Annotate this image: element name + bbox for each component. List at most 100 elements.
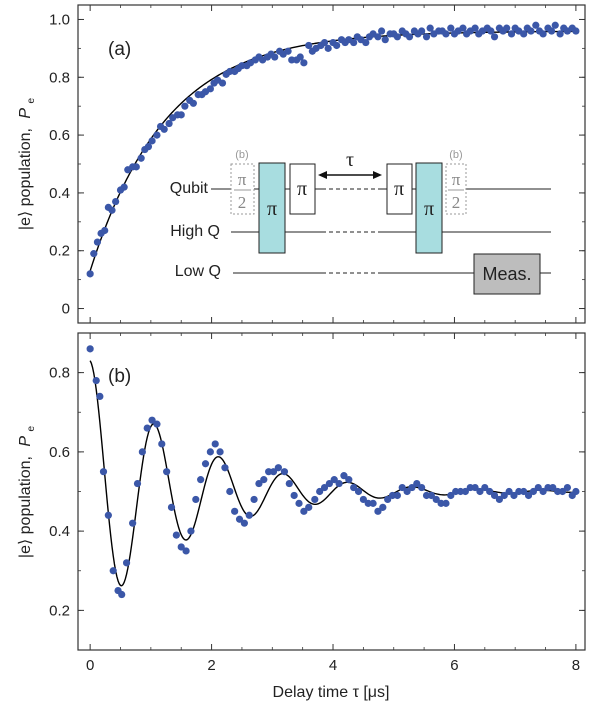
- data-point: [320, 483, 329, 492]
- data-point: [524, 491, 533, 500]
- data-point: [572, 487, 580, 496]
- data-point: [487, 27, 495, 35]
- panel-b-ylabel-sub: e: [26, 425, 37, 431]
- data-point: [133, 479, 142, 488]
- data-point: [556, 30, 564, 38]
- data-point: [177, 111, 185, 119]
- data-point: [527, 27, 535, 35]
- data-point: [320, 38, 329, 47]
- data-point: [206, 85, 214, 93]
- data-point: [260, 476, 268, 484]
- pulse-sequence-inset: Qubit High Q Low Q: [170, 149, 551, 295]
- data-point: [374, 33, 382, 41]
- data-point: [226, 487, 234, 496]
- qubit-pi-1-label: π: [297, 178, 307, 200]
- data-point: [377, 27, 386, 35]
- left-half-pi-den: 2: [238, 193, 247, 212]
- data-point: [330, 476, 338, 484]
- panel-b-xticks: 0 2 4 6 8: [86, 333, 580, 674]
- row-label-high-q: High Q: [170, 223, 220, 240]
- data-point: [231, 507, 239, 515]
- data-point: [447, 491, 455, 500]
- data-point: [486, 487, 494, 496]
- data-point: [271, 53, 279, 61]
- data-point: [426, 24, 434, 32]
- data-point: [163, 468, 171, 476]
- data-point: [101, 226, 109, 235]
- y-tick-label: 0.8: [49, 365, 70, 382]
- data-point: [534, 483, 542, 492]
- panel-a: 0 0.2 0.4 0.6 0.8 1.0 (a) |e⟩ population, P e…: [17, 4, 586, 324]
- data-point: [201, 460, 210, 468]
- data-point: [345, 476, 353, 484]
- data-point: [189, 99, 197, 107]
- panel-b-fit-curve: [89, 360, 576, 587]
- data-point: [274, 464, 282, 472]
- data-point: [129, 519, 137, 527]
- data-point: [324, 44, 332, 52]
- data-point: [408, 483, 416, 492]
- left-half-pi-num: π: [238, 170, 247, 189]
- data-point: [311, 495, 319, 504]
- data-point: [280, 468, 289, 476]
- y-tick-label: 0.8: [49, 69, 70, 86]
- qubit-pi-pulse-2: π: [386, 163, 413, 215]
- data-point: [290, 491, 298, 500]
- data-point: [153, 131, 161, 139]
- data-point: [461, 487, 469, 496]
- tau-arrow: τ: [318, 149, 382, 179]
- data-point: [285, 479, 293, 488]
- data-point: [245, 511, 253, 519]
- data-point: [255, 479, 263, 488]
- y-tick-label: 1.0: [49, 11, 70, 28]
- data-point: [520, 30, 528, 38]
- data-point: [405, 33, 414, 41]
- data-point: [181, 102, 189, 110]
- data-point: [300, 507, 308, 515]
- data-point: [182, 547, 190, 555]
- x-tick-label: 8: [572, 657, 580, 674]
- data-point: [548, 27, 556, 35]
- row-label-qubit: Qubit: [170, 180, 209, 197]
- panel-b-xlabel: Delay time τ [μs]: [273, 684, 390, 701]
- data-point: [418, 27, 426, 35]
- data-point: [218, 79, 227, 87]
- right-b-tag: (b): [449, 149, 462, 161]
- panel-b-data-points: [86, 345, 580, 599]
- data-point: [500, 491, 508, 500]
- data-point: [90, 250, 98, 258]
- data-point: [481, 483, 489, 492]
- left-b-tag: (b): [235, 149, 248, 161]
- x-tick-label: 2: [207, 657, 215, 674]
- data-point: [539, 30, 547, 38]
- data-point: [572, 27, 580, 35]
- data-point: [393, 491, 401, 500]
- data-point: [143, 424, 151, 432]
- data-point: [340, 472, 348, 480]
- data-point: [93, 238, 102, 246]
- panel-b-ylabel-symbol: P: [17, 436, 34, 447]
- data-point: [96, 392, 104, 400]
- data-point: [177, 543, 185, 551]
- data-point: [158, 440, 166, 448]
- y-tick-label: 0.4: [49, 523, 70, 540]
- data-point: [216, 448, 224, 456]
- data-point: [476, 487, 484, 496]
- data-point: [118, 590, 126, 599]
- right-half-pi-pulse: π 2 (b): [445, 149, 467, 215]
- data-point: [333, 41, 341, 50]
- data-point: [104, 511, 112, 519]
- data-point: [505, 487, 513, 496]
- y-tick-label: 0.6: [49, 444, 70, 461]
- data-point: [99, 468, 108, 476]
- left-half-pi-pulse: π 2 (b): [230, 149, 255, 215]
- data-point: [296, 53, 304, 61]
- data-point: [305, 41, 313, 50]
- data-point: [422, 33, 431, 41]
- panel-b: 0 2 4 6 8 0.2 0.4 0.6 0.8 (b) |e⟩ population, P…: [17, 332, 586, 701]
- right-swap-pi-pulse: π: [415, 162, 443, 254]
- data-point: [122, 559, 131, 567]
- data-point: [507, 30, 516, 38]
- data-point: [503, 24, 511, 32]
- data-point: [350, 483, 358, 492]
